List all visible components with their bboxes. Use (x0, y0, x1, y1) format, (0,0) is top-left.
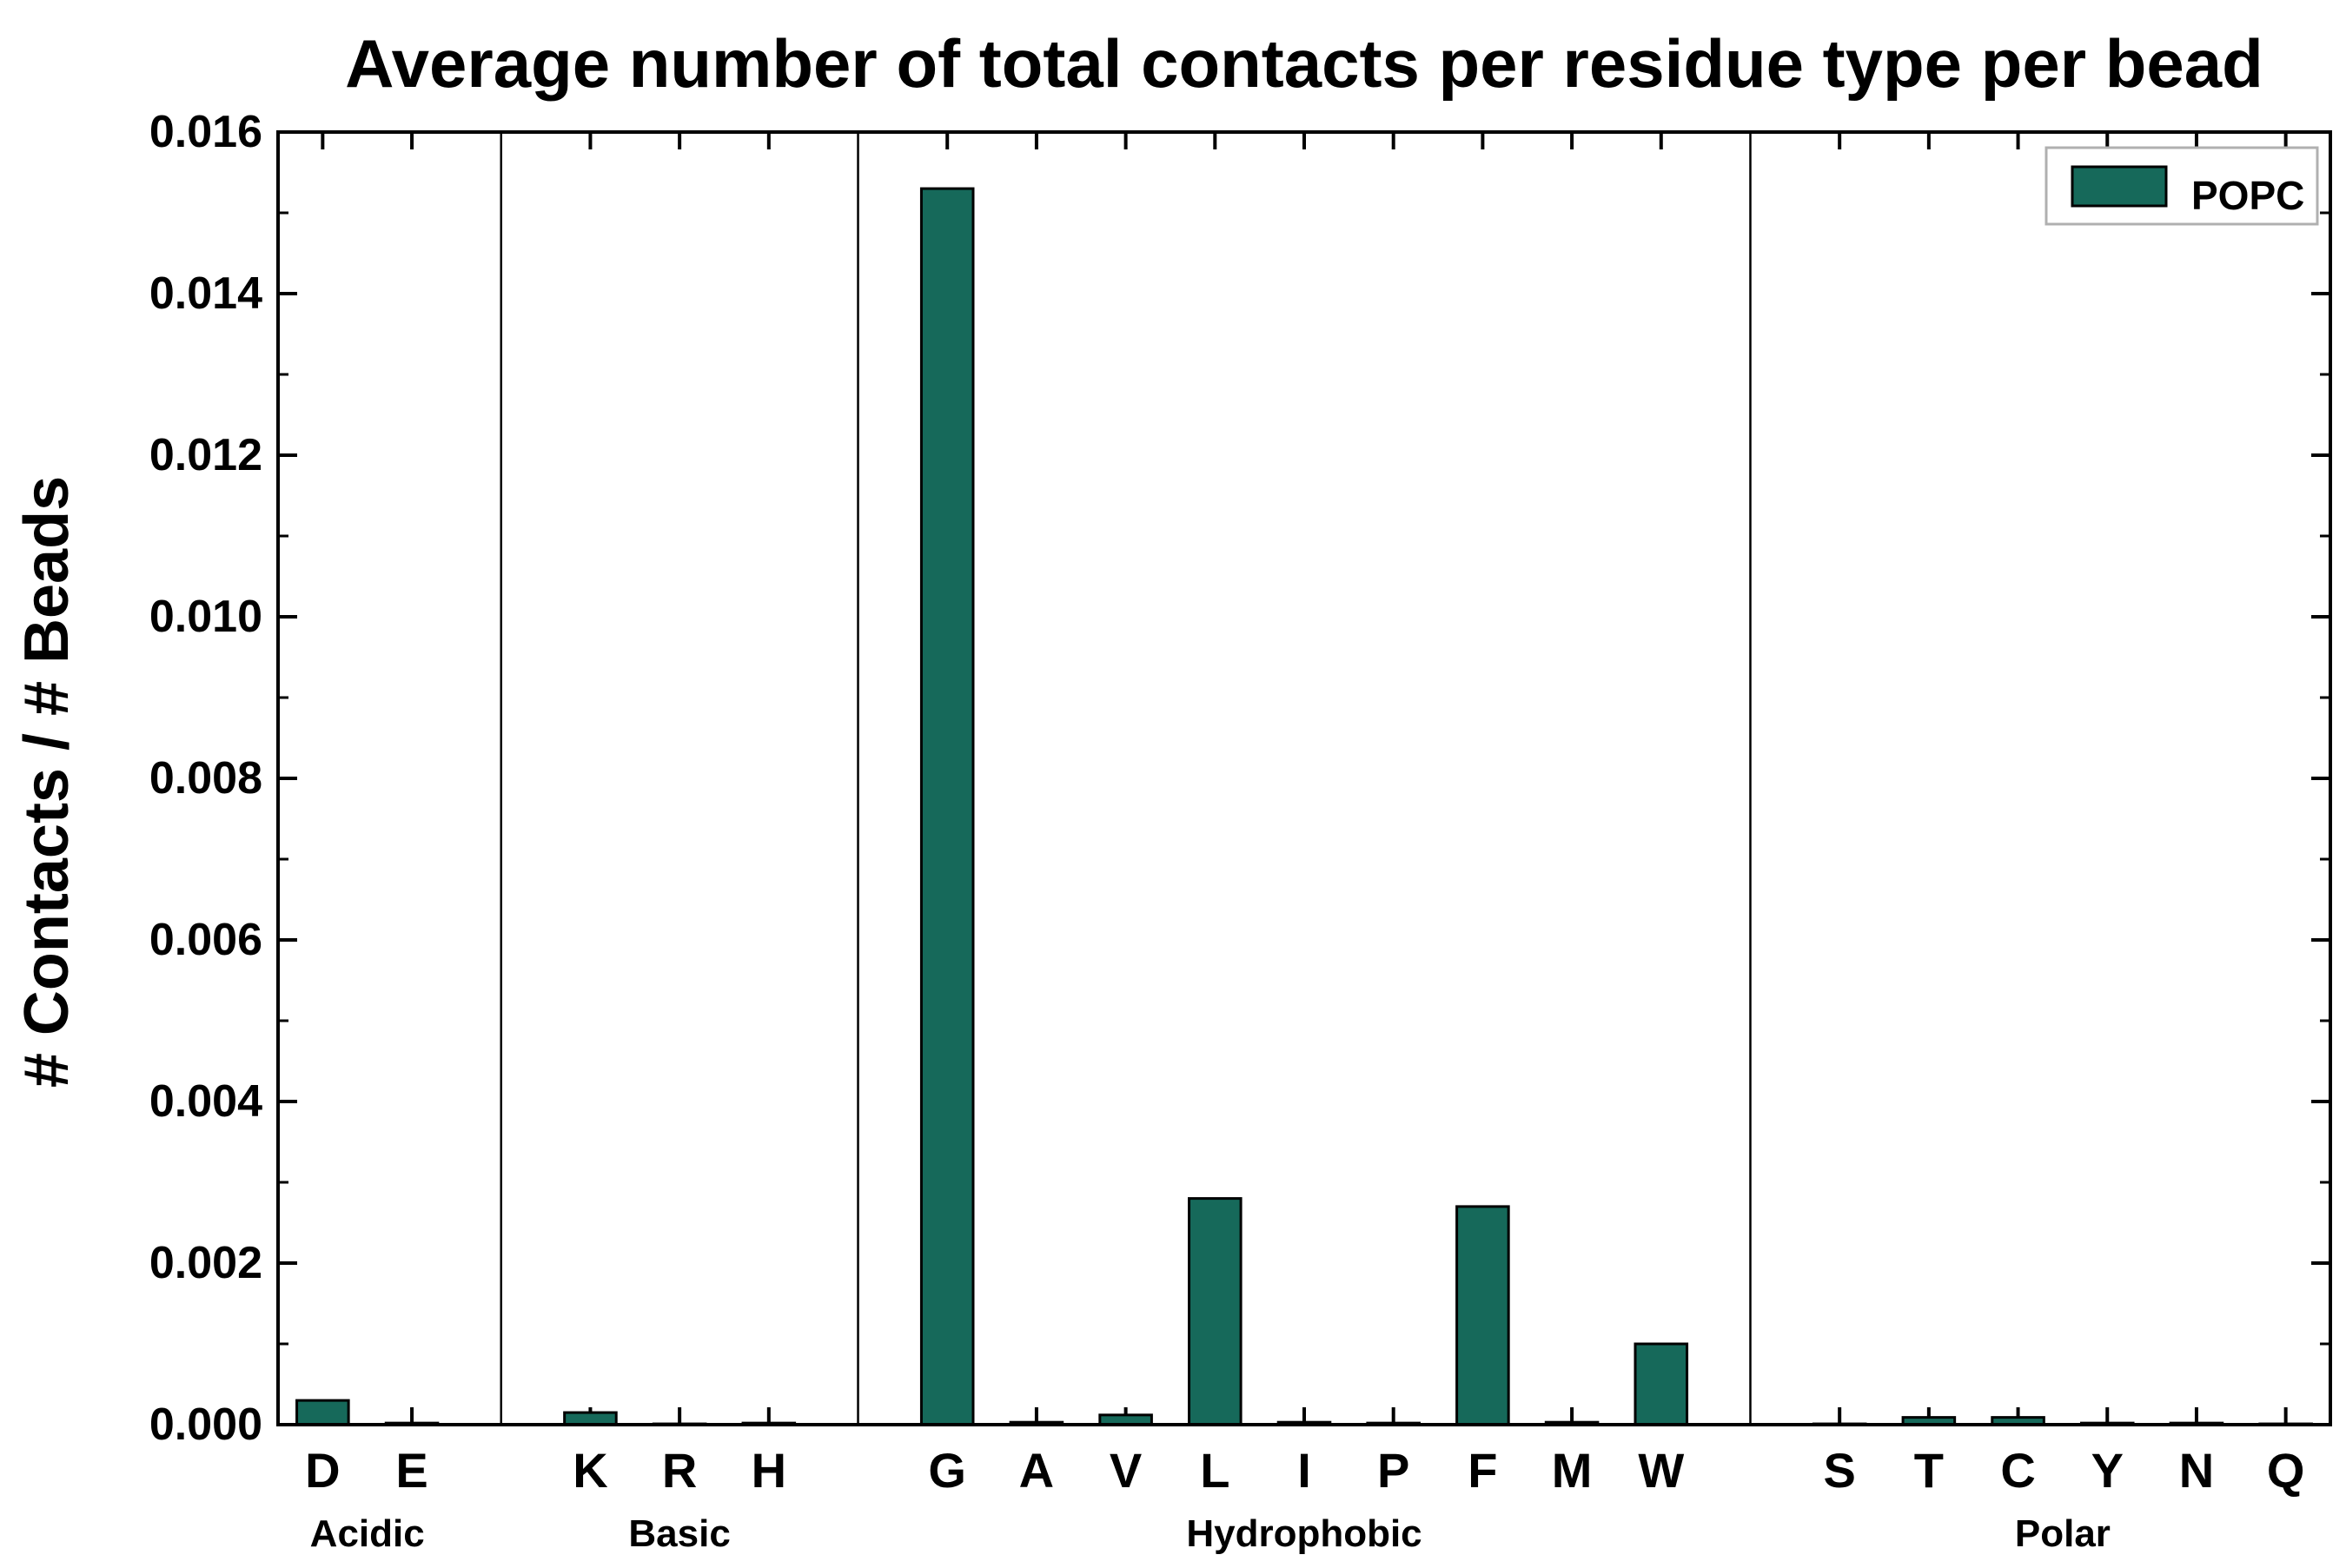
x-category-label-H: H (752, 1443, 786, 1498)
y-tick-label: 0.006 (149, 915, 262, 965)
plot-border (276, 130, 2332, 1426)
bar-G (919, 187, 975, 1426)
x-category-label-S: S (1823, 1443, 1855, 1498)
group-label-acidic: Acidic (310, 1512, 425, 1555)
x-category-label-Q: Q (2267, 1443, 2305, 1498)
y-tick-label: 0.008 (149, 753, 262, 804)
bar-L (1188, 1197, 1243, 1426)
x-category-label-V: V (1110, 1443, 1142, 1498)
bar-W (1634, 1342, 1689, 1426)
y-tick-label: 0.014 (149, 268, 262, 319)
x-category-label-W: W (1638, 1443, 1684, 1498)
y-tick-label: 0.000 (149, 1399, 262, 1450)
y-tick-label: 0.004 (149, 1076, 262, 1127)
x-category-label-T: T (1914, 1443, 1944, 1498)
x-category-label-D: D (305, 1443, 340, 1498)
plot-area: 0.000 0.002 0.004 0.006 0.008 0.010 0.012 0.014… (149, 107, 2332, 1555)
y-tick-label: 0.012 (149, 430, 262, 480)
bar-K (563, 1411, 618, 1426)
x-category-label-G: G (928, 1443, 966, 1498)
chart-title: Average number of total contacts per res… (345, 25, 2263, 102)
legend-label-popc: POPC (2191, 173, 2304, 218)
y-axis-title: # Contacts / # Beads (12, 476, 82, 1088)
x-category-label-M: M (1552, 1443, 1593, 1498)
legend: POPC (2044, 146, 2319, 226)
x-category-label-Y: Y (2091, 1443, 2124, 1498)
x-category-label-N: N (2179, 1443, 2214, 1498)
x-category-label-P: P (1377, 1443, 1409, 1498)
y-tick-label: 0.016 (149, 107, 262, 157)
group-label-basic: Basic (628, 1512, 730, 1555)
y-tick-label: 0.010 (149, 592, 262, 642)
y-tick-label: 0.002 (149, 1238, 262, 1288)
x-category-label-E: E (395, 1443, 427, 1498)
bar-D (295, 1399, 350, 1426)
legend-swatch-popc (2071, 165, 2168, 208)
x-category-label-R: R (662, 1443, 697, 1498)
x-category-label-C: C (2000, 1443, 2035, 1498)
group-label-hydrophobic: Hydrophobic (1186, 1512, 1422, 1555)
bar-F (1455, 1205, 1510, 1426)
x-category-label-F: F (1468, 1443, 1497, 1498)
group-label-polar: Polar (2015, 1512, 2111, 1555)
x-category-label-L: L (1200, 1443, 1229, 1498)
x-category-label-K: K (573, 1443, 607, 1498)
x-category-label-A: A (1019, 1443, 1054, 1498)
x-category-label-I: I (1297, 1443, 1311, 1498)
